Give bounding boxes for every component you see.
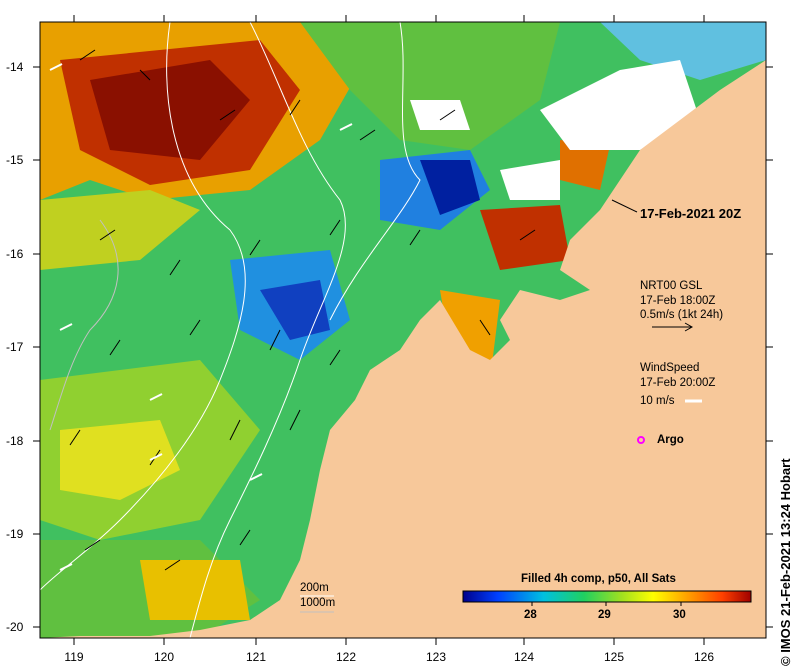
argo-marker-icon [637,436,645,444]
lon-label: 124 [513,650,535,664]
sst-patch [600,22,766,80]
isobath-200m [189,22,346,638]
lat-label: -18 [6,434,24,448]
map-frame [39,21,767,639]
credit-label: © IMOS 21-Feb-2021 13:24 Hobart [778,458,793,666]
isobath-200m-legend: 200m [300,582,329,594]
current-scale-arrowhead [684,322,694,332]
colorbar-ticks [531,602,682,606]
lon-label: 119 [64,650,84,664]
colorbar-tick-label: 28 [524,609,537,621]
sst-hottest-patch [90,60,250,160]
wind-vectors [49,63,573,571]
lon-ticks [73,15,705,645]
lon-label: 120 [153,650,175,664]
land-kimberley [40,60,766,638]
wind-legend-scale: 10 m/s [640,395,675,407]
lat-label: -14 [6,60,24,74]
lon-label: 123 [425,650,447,664]
lat-label: -20 [6,620,24,634]
lat-label: -17 [6,340,24,354]
sst-coolest-patch [260,280,330,340]
lon-label: 125 [603,650,625,664]
isobath-1000m-legend: 1000m [300,597,336,609]
lat-ticks [33,66,773,628]
map-plot-area [40,22,766,638]
current-vectors [69,49,536,571]
wind-legend-time: 17-Feb 20:00Z [640,377,716,389]
sst-hot-patch [480,205,570,270]
lon-label: 121 [245,650,267,664]
sst-coolest-patch [420,160,480,215]
sst-warm-patch [560,140,610,190]
colorbar [462,590,752,603]
sst-patch [140,560,250,620]
lat-label: -15 [6,153,24,167]
wind-legend-title: WindSpeed [640,362,700,374]
current-legend-title: NRT00 GSL [640,280,703,292]
isobath-1000m [40,22,246,591]
sst-patch [40,190,200,270]
lon-label: 126 [693,650,715,664]
cloud-mask [540,60,700,150]
date-label: 17-Feb-2021 20Z [640,206,742,221]
colorbar-tick-label: 29 [598,609,611,621]
cloud-mask [410,100,470,130]
lon-label: 122 [335,650,357,664]
lat-label: -16 [6,247,24,261]
sst-patch [60,420,180,500]
colorbar-tick-label: 30 [673,609,686,621]
sst-patch [300,22,560,150]
current-legend-time: 17-Feb 18:00Z [640,295,716,307]
isobath-200m [329,22,421,321]
colorbar-title: Filled 4h comp, p50, All Sats [521,573,676,585]
cloud-mask [500,160,560,200]
isobath-1000m [49,219,119,431]
current-legend-scale: 0.5m/s (1kt 24h) [640,309,724,321]
date-pointer [611,199,638,213]
lat-label: -19 [6,527,24,541]
argo-legend-label: Argo [657,434,684,446]
